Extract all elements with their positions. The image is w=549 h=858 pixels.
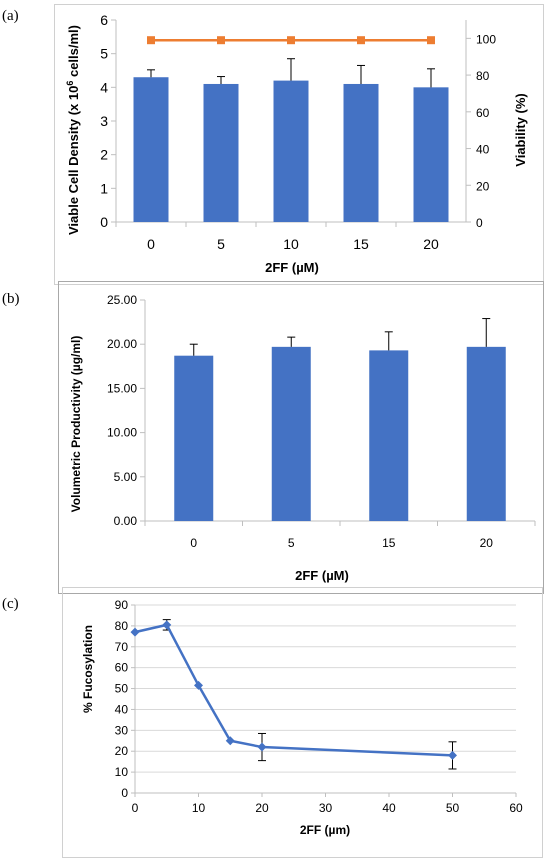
chart-a-ylabel-sup: 6 xyxy=(65,81,75,86)
chart-b-ytick-label: 5.00 xyxy=(114,470,138,484)
chart-a-ytick-label: 4 xyxy=(100,79,108,95)
panel-a-frame xyxy=(54,4,544,285)
chart-a-xtick-label: 5 xyxy=(217,236,225,252)
chart-b-ytick-label: 25.00 xyxy=(107,293,137,307)
chart-c-point xyxy=(162,620,172,630)
chart-c-ytick-label: 20 xyxy=(115,744,129,758)
chart-c-xtick-label: 40 xyxy=(382,801,396,815)
chart-a-ylabel: Viable Cell Density (x 106 cells/ml) xyxy=(65,25,81,235)
chart-b-ytick-label: 20.00 xyxy=(107,337,137,351)
chart-b-xtick-label: 20 xyxy=(480,536,494,550)
chart-a-y2tick-label: 20 xyxy=(476,179,490,193)
chart-b-bar xyxy=(174,355,214,521)
chart-a-xtick-label: 0 xyxy=(147,236,155,252)
chart-a-xlabel: 2FF (µM) xyxy=(265,260,319,275)
chart-a-ytick-label: 3 xyxy=(100,113,108,129)
chart-c-ylabel: % Fucosylation xyxy=(81,625,95,713)
chart-a-xtick-label: 10 xyxy=(283,236,299,252)
chart-b-ytick-label: 0.00 xyxy=(114,514,138,528)
chart-a-viability-point xyxy=(217,36,225,45)
panel-b-label: (b) xyxy=(2,291,20,307)
chart-a-viability-point xyxy=(147,36,155,45)
chart-c-point xyxy=(130,627,140,637)
chart-c-point xyxy=(448,750,457,760)
chart-b-bar xyxy=(369,350,409,521)
chart-c-xlabel: 2FF (µm) xyxy=(300,823,350,837)
chart-c-xtick-label: 60 xyxy=(509,801,523,815)
chart-c-ytick-label: 70 xyxy=(115,640,129,654)
chart-a-y2tick-label: 40 xyxy=(476,143,490,157)
chart-a-bar xyxy=(413,87,449,222)
chart-c-ytick-label: 60 xyxy=(115,661,129,675)
chart-c-xtick-label: 30 xyxy=(319,801,333,815)
chart-c-ytick-label: 10 xyxy=(115,765,129,779)
chart-c-ytick-label: 40 xyxy=(115,702,129,716)
chart-b-xtick-label: 0 xyxy=(190,536,197,550)
panel-b-frame xyxy=(58,281,544,594)
chart-c-ytick-label: 90 xyxy=(115,598,129,612)
panel-c-label: (c) xyxy=(2,596,19,612)
chart-c-xtick-label: 10 xyxy=(192,801,206,815)
chart-a-ytick-label: 6 xyxy=(100,12,108,28)
chart-a-y2tick-label: 0 xyxy=(476,216,483,230)
chart-b-xtick-label: 5 xyxy=(288,536,295,550)
chart-b-xlabel: 2FF (µM) xyxy=(295,568,349,583)
chart-b-ytick-label: 10.00 xyxy=(107,426,137,440)
chart-a-bar xyxy=(273,80,309,222)
chart-b-xtick-label: 15 xyxy=(382,536,396,550)
chart-a-viability-point xyxy=(427,36,435,45)
chart-a-viability-point xyxy=(357,36,365,45)
chart-c-point xyxy=(257,742,267,752)
chart-c-ytick-label: 30 xyxy=(115,723,129,737)
chart-a-bar xyxy=(203,83,239,222)
chart-b-bar xyxy=(466,346,506,521)
chart-c-point xyxy=(194,680,203,690)
chart-a-y2tick-label: 100 xyxy=(476,32,496,46)
chart-a-ytick-label: 2 xyxy=(100,147,108,163)
chart-b-ylabel: Volumetric Productivity (µg/ml) xyxy=(69,336,83,513)
chart-a-ytick-label: 1 xyxy=(100,180,108,196)
chart-c-point xyxy=(225,736,235,746)
chart-a-ytick-label: 5 xyxy=(100,46,108,62)
chart-c-ytick-label: 50 xyxy=(115,682,129,696)
chart-b-ytick-label: 15.00 xyxy=(107,381,137,395)
chart-c-xtick-label: 20 xyxy=(255,801,269,815)
chart-a-bar xyxy=(343,83,379,222)
chart-a-y2label: Viability (%) xyxy=(513,93,528,166)
chart-a-bar xyxy=(133,77,169,222)
chart-a-xtick-label: 15 xyxy=(353,236,369,252)
chart-c-xtick-label: 50 xyxy=(446,801,460,815)
chart-a-ytick-label: 0 xyxy=(100,214,108,230)
panel-a-label: (a) xyxy=(2,8,19,24)
chart-a-y2tick-label: 80 xyxy=(476,69,490,83)
chart-c-series-line xyxy=(134,623,453,757)
chart-a-xtick-label: 20 xyxy=(423,236,439,252)
chart-a-y2tick-label: 60 xyxy=(476,106,490,120)
chart-a-viability-point xyxy=(287,36,295,45)
chart-c-ytick-label: 80 xyxy=(115,619,129,633)
chart-b-bar xyxy=(271,346,311,521)
chart-c-ytick-label: 0 xyxy=(121,786,128,800)
chart-c-xtick-label: 0 xyxy=(132,801,139,815)
